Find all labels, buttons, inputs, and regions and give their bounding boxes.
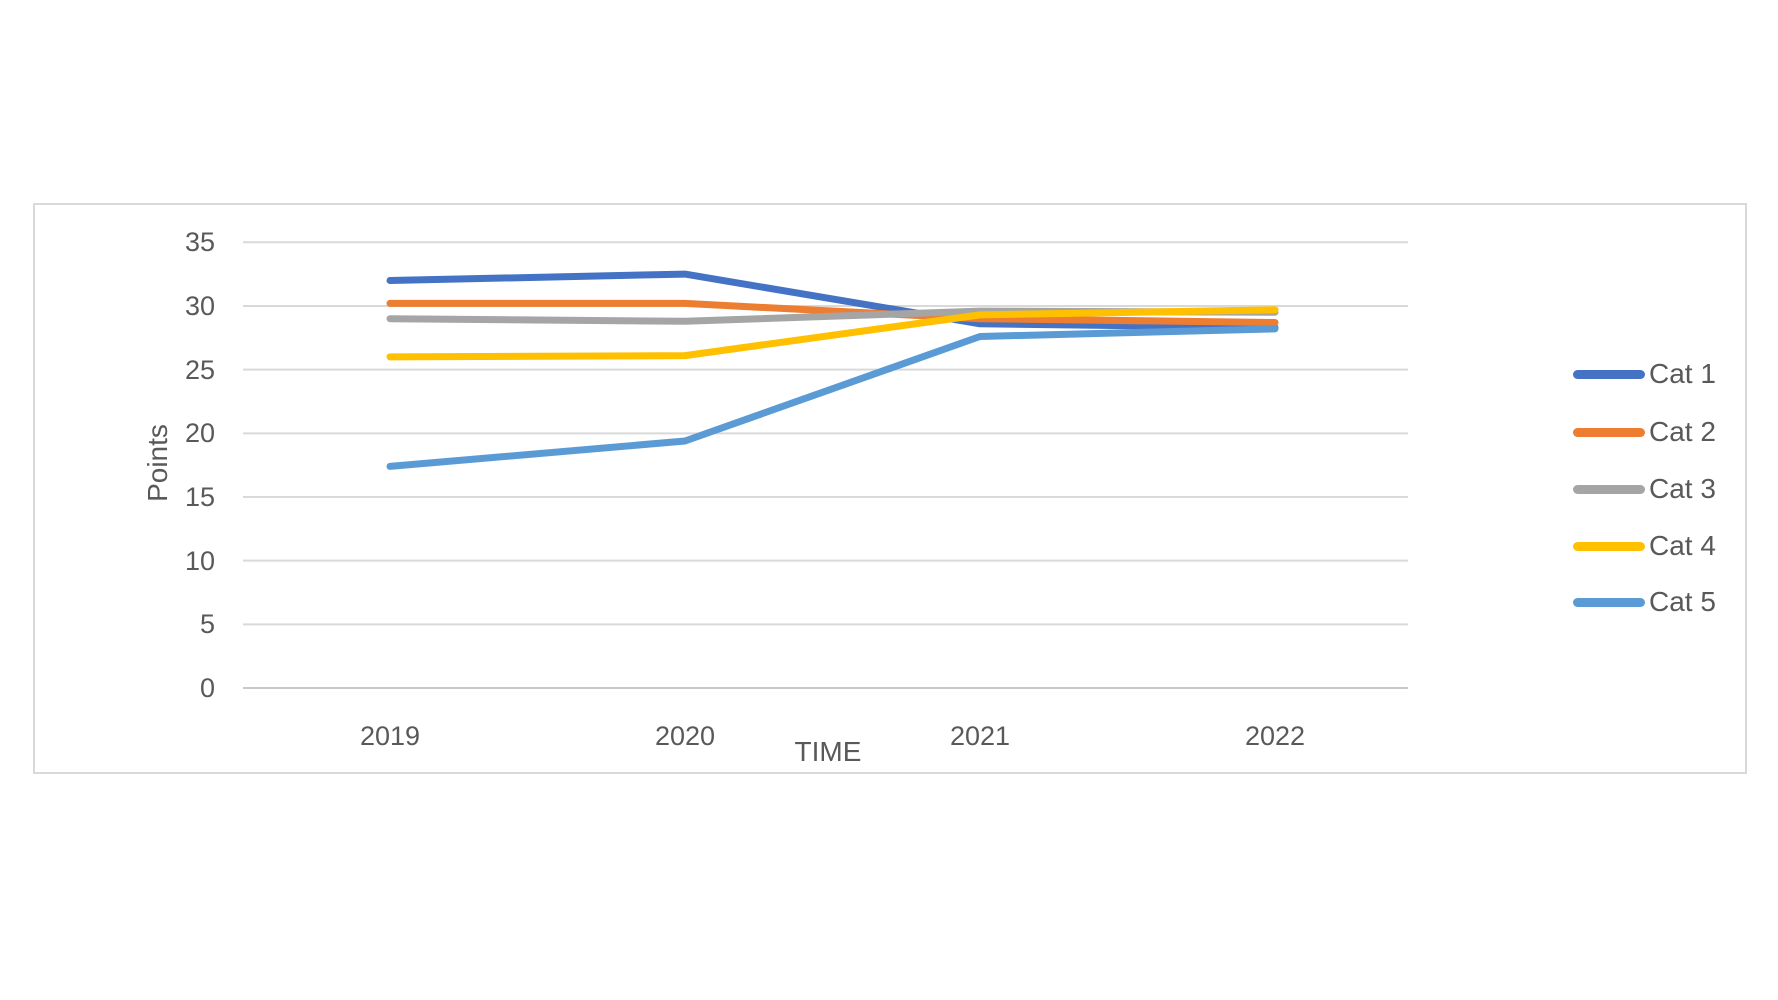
y-tick-label: 25 bbox=[184, 354, 215, 385]
legend-item-cat-1: Cat 1 bbox=[1573, 358, 1716, 390]
chart-container bbox=[33, 203, 1747, 774]
legend-item-cat-3: Cat 3 bbox=[1573, 473, 1716, 505]
legend-swatch bbox=[1573, 541, 1645, 551]
series-line-cat-2 bbox=[386, 299, 1279, 326]
y-tick-label: 20 bbox=[184, 418, 215, 449]
legend-item-cat-2: Cat 2 bbox=[1573, 416, 1716, 448]
x-axis-title: TIME bbox=[794, 736, 862, 767]
x-tick-label: 2019 bbox=[359, 721, 421, 751]
series-line-cat-4 bbox=[386, 306, 1279, 361]
y-tick-label: 35 bbox=[184, 227, 215, 258]
y-tick-label: 5 bbox=[199, 609, 215, 640]
legend-item-cat-4: Cat 4 bbox=[1573, 530, 1716, 562]
x-tick-label: 2020 bbox=[654, 721, 716, 751]
legend-label: Cat 2 bbox=[1649, 416, 1716, 447]
legend-label: Cat 3 bbox=[1649, 473, 1716, 504]
series-line-cat-5 bbox=[386, 325, 1279, 470]
legend-swatch bbox=[1573, 369, 1645, 379]
series-line-cat-1 bbox=[386, 270, 1279, 332]
y-tick-label: 15 bbox=[184, 481, 215, 512]
y-tick-label: 10 bbox=[184, 545, 215, 576]
x-tick-label: 2021 bbox=[949, 721, 1011, 751]
y-axis-title: Points bbox=[142, 424, 173, 502]
x-tick-label: 2022 bbox=[1244, 721, 1306, 751]
legend-label: Cat 5 bbox=[1649, 586, 1716, 617]
y-tick-label: 30 bbox=[184, 290, 215, 321]
legend-swatch bbox=[1573, 427, 1645, 437]
legend-swatch bbox=[1573, 597, 1645, 607]
y-tick-label: 0 bbox=[199, 673, 215, 703]
legend-label: Cat 4 bbox=[1649, 530, 1716, 561]
legend-label: Cat 1 bbox=[1649, 358, 1716, 389]
legend-swatch bbox=[1573, 484, 1645, 494]
legend-item-cat-5: Cat 5 bbox=[1573, 586, 1716, 618]
